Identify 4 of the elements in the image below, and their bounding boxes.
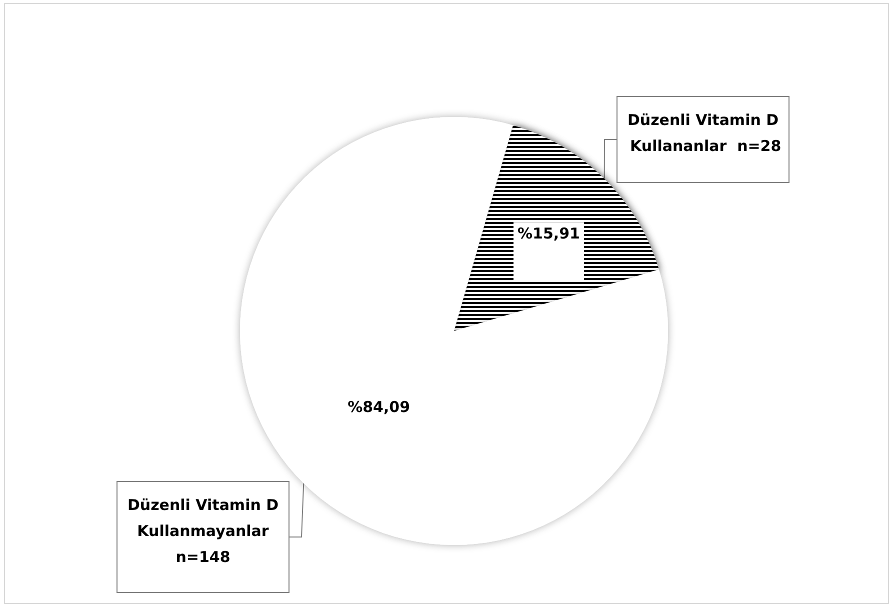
slice-label: Düzenli Vitamin D Kullananlar n=28 bbox=[624, 111, 782, 155]
data-label: %84,09 bbox=[348, 398, 410, 416]
data-label: %15,91 bbox=[517, 224, 580, 243]
slice-label: Düzenli Vitamin D Kullanmayanlar n=148 bbox=[127, 496, 279, 566]
